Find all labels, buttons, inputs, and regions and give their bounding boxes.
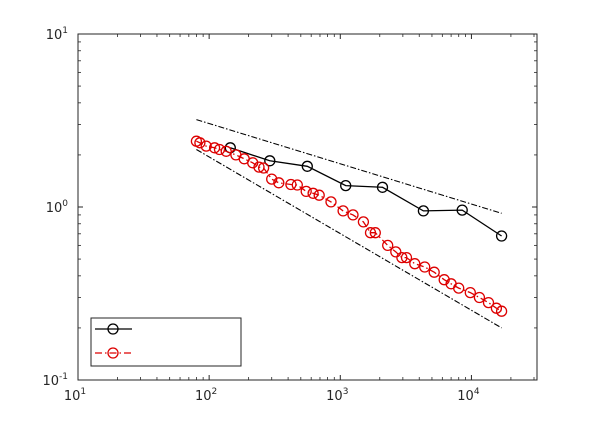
x-tick-label: 101 — [64, 387, 86, 404]
data-point — [456, 204, 468, 216]
data-point — [253, 161, 265, 173]
x-tick-label-exponent: 2 — [212, 387, 218, 397]
y-tick-label-exponent: -1 — [59, 372, 68, 382]
x-tick-label: 104 — [457, 387, 480, 404]
data-point — [482, 296, 495, 309]
data-point — [300, 185, 312, 198]
y-tick-label-exponent: 0 — [62, 199, 68, 209]
x-tick-label: 102 — [195, 387, 217, 404]
data-point — [464, 286, 476, 299]
data-point — [266, 173, 278, 185]
data-point — [453, 282, 465, 294]
y-tick-label: 10-1 — [42, 372, 68, 389]
data-point — [417, 205, 430, 217]
data-point — [396, 251, 408, 264]
data-point — [409, 258, 421, 270]
x-tick-label-base: 10 — [326, 389, 343, 404]
data-point — [340, 179, 352, 192]
x-tick-label-base: 10 — [195, 389, 212, 404]
data-point — [285, 178, 297, 191]
data-point — [301, 160, 313, 172]
data-point — [220, 145, 232, 157]
x-tick-label-exponent: 1 — [80, 387, 86, 397]
data-point — [400, 251, 413, 264]
data-point — [390, 246, 402, 258]
data-point — [273, 177, 285, 189]
x-tick-label-exponent: 3 — [343, 387, 349, 397]
data-point — [313, 189, 325, 201]
y-tick-label-base: 10 — [46, 201, 63, 216]
data-point — [208, 142, 221, 154]
y-tick-label-exponent: 1 — [62, 26, 68, 36]
data-point — [307, 187, 319, 199]
data-point — [376, 181, 389, 193]
data-point — [495, 305, 508, 317]
x-tick-label: 103 — [326, 387, 348, 404]
data-point — [419, 261, 431, 273]
y-tick-label: 101 — [46, 26, 68, 43]
x-tick-label-base: 10 — [457, 389, 474, 404]
legend-box — [90, 317, 242, 367]
legend-marker-series-2 — [107, 347, 119, 359]
data-point — [473, 291, 486, 304]
data-point — [364, 227, 377, 239]
data-point — [200, 140, 212, 152]
series-line — [196, 140, 502, 312]
series-line — [230, 147, 502, 237]
data-point — [213, 143, 226, 156]
reference-slope-line — [196, 119, 502, 214]
data-point — [194, 137, 206, 149]
y-tick-label-base: 10 — [46, 28, 63, 43]
data-point — [382, 239, 394, 252]
data-point — [347, 209, 359, 221]
y-tick-label: 100 — [46, 199, 69, 216]
x-tick-label-base: 10 — [64, 389, 81, 404]
reference-slope-line — [196, 149, 502, 329]
data-point — [495, 230, 508, 242]
legend — [90, 317, 242, 367]
data-point — [337, 205, 349, 217]
data-point — [291, 179, 303, 191]
legend-marker-series-1 — [107, 323, 119, 335]
y-tick-label-base: 10 — [42, 374, 59, 389]
data-point — [264, 155, 276, 167]
data-point — [257, 162, 270, 174]
data-point — [325, 196, 337, 208]
x-tick-label-exponent: 4 — [474, 387, 480, 397]
data-point — [428, 266, 440, 278]
data-point — [369, 227, 381, 239]
series-layer — [190, 119, 508, 329]
data-point — [357, 216, 370, 228]
